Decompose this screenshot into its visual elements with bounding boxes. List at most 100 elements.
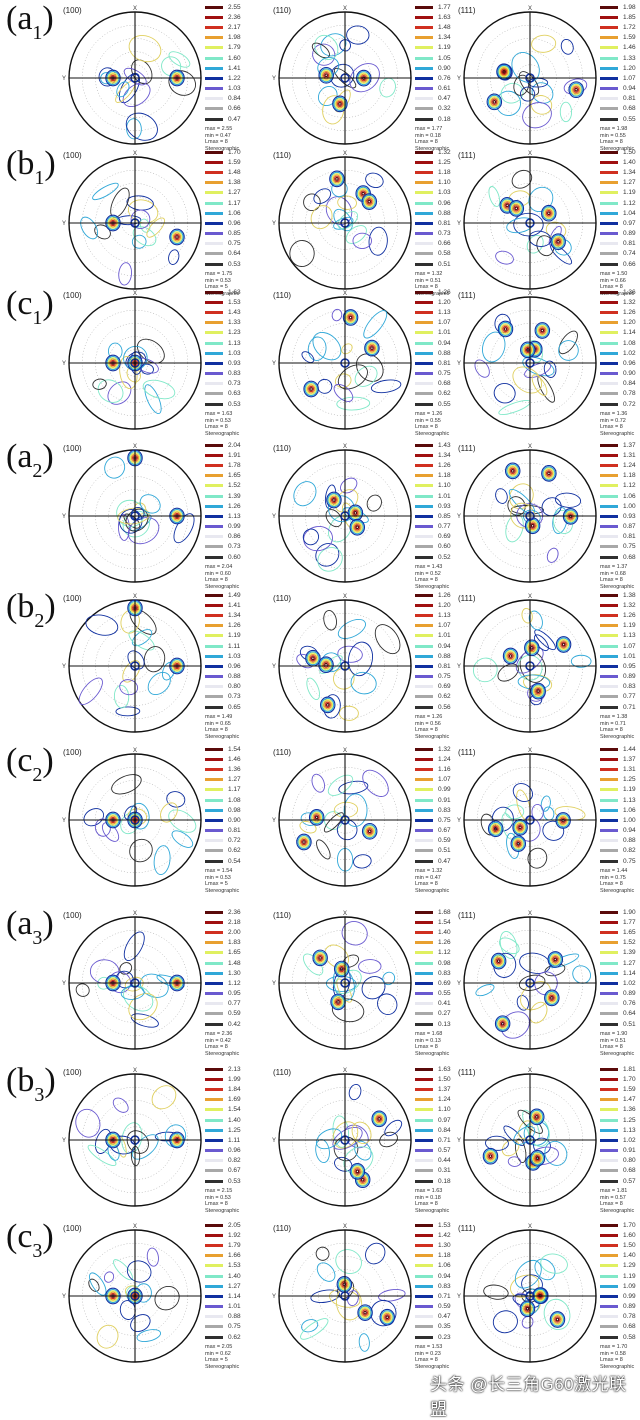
legend-swatch [205, 351, 223, 355]
legend-value: 0.83 [623, 683, 636, 691]
svg-text:X: X [343, 444, 347, 450]
legend-swatch [415, 160, 433, 164]
legend-value: 0.86 [228, 533, 241, 541]
legend-swatch [205, 484, 223, 488]
pole-figure-panel-110: X Y (110) 1.53 1.42 1.30 1.18 1.06 0.94 0.83 0.71 0… [265, 1218, 470, 1370]
legend-swatch [415, 1335, 433, 1339]
legend-item: 0.35 [415, 1322, 470, 1332]
legend-swatch [600, 1169, 618, 1173]
row-label: (a1) [6, 0, 54, 45]
svg-text:X: X [343, 748, 347, 754]
legend-swatch [205, 1233, 223, 1237]
legend-value: 0.69 [438, 533, 451, 541]
legend-item: 0.82 [600, 846, 640, 856]
legend-value: 0.81 [438, 359, 451, 367]
legend-swatch [205, 910, 223, 914]
legend-value: 0.74 [623, 250, 636, 258]
legend-value: 0.59 [228, 1010, 241, 1018]
legend-item: 1.03 [415, 188, 470, 198]
legend-swatch [205, 593, 223, 597]
legend-item: 0.83 [600, 682, 640, 692]
legend-value: 1.33 [623, 54, 636, 62]
legend-value: 1.50 [623, 148, 636, 156]
legend-value: 1.70 [623, 1075, 636, 1083]
legend-value: 1.25 [228, 1126, 241, 1134]
legend-item: 1.10 [415, 481, 470, 491]
legend-swatch [415, 504, 433, 508]
pole-figure-plot: X Y (111) [450, 907, 600, 1053]
legend-value: 0.67 [228, 1167, 241, 1175]
legend-value: 1.65 [228, 949, 241, 957]
legend-swatch [415, 372, 433, 376]
legend-item: 1.01 [205, 1302, 260, 1312]
legend-item: 1.83 [205, 938, 260, 948]
legend-item: 1.26 [415, 460, 470, 470]
row-label: (b3) [6, 1062, 56, 1107]
legend-value: 0.88 [228, 1313, 241, 1321]
legend-item: 0.69 [415, 682, 470, 692]
legend-item: 1.65 [600, 927, 640, 937]
legend-swatch [205, 634, 223, 638]
pole-figure-panel-100: X Y (100) 1.70 1.59 1.48 1.38 1.27 1.17 1.06 0.96 0… [55, 145, 260, 297]
legend-value: 1.50 [623, 1241, 636, 1249]
legend-swatch [205, 1002, 223, 1006]
legend-stats: max = 1.26 min = 0.55 Lmax = 8 Stereographi… [415, 411, 450, 437]
pole-figure-panel-110: X Y (110) 1.68 1.54 1.40 1.26 1.12 0.98 0.83 0.69 0… [265, 905, 470, 1057]
legend-value: 1.13 [228, 339, 241, 347]
legend-item: 1.59 [600, 33, 640, 43]
legend-swatch [600, 181, 618, 185]
legend-value: 1.30 [228, 969, 241, 977]
legend-item: 1.43 [415, 440, 470, 450]
legend-value: 0.53 [228, 400, 241, 408]
legend-item: 1.79 [205, 1240, 260, 1250]
legend-value: 1.17 [228, 786, 241, 794]
legend-swatch [205, 494, 223, 498]
legend-value: 0.83 [438, 806, 451, 814]
legend-item: 1.78 [205, 460, 260, 470]
legend-swatch [415, 961, 433, 965]
legend-swatch [415, 443, 433, 447]
legend-swatch [205, 392, 223, 396]
legend-value: 1.01 [438, 632, 451, 640]
legend-value: 0.56 [438, 703, 451, 711]
pole-figure-title: (110) [273, 444, 292, 453]
legend-item: 1.77 [600, 917, 640, 927]
legend-swatch [415, 971, 433, 975]
svg-text:X: X [133, 594, 137, 600]
legend-swatch [205, 675, 223, 679]
legend-swatch [600, 829, 618, 833]
legend-swatch [205, 603, 223, 607]
legend-item: 0.71 [415, 1135, 470, 1145]
legend-swatch [205, 56, 223, 60]
legend-item: 1.06 [205, 208, 260, 218]
pole-figure-panel-111: X Y (111) 1.38 1.32 1.26 1.19 1.13 1.07 1.01 0.95 0… [450, 588, 640, 740]
figure-row-a1: (a1) X Y (100) 2.55 2.36 2.17 1.98 1.79 1.60 1.41 1… [0, 0, 640, 152]
legend-item: 1.36 [205, 764, 260, 774]
legend-value: 0.80 [228, 683, 241, 691]
legend-swatch [415, 1274, 433, 1278]
legend-value: 1.10 [438, 179, 451, 187]
legend-item: 0.94 [415, 338, 470, 348]
legend-swatch [205, 504, 223, 508]
legend-value: 1.13 [438, 308, 451, 316]
legend-swatch [415, 992, 433, 996]
svg-text:Y: Y [62, 76, 66, 82]
pole-figure-title: (111) [458, 444, 476, 453]
legend-value: 0.23 [438, 1333, 451, 1341]
legend-swatch [415, 603, 433, 607]
legend-item: 1.34 [205, 610, 260, 620]
legend-item: 0.80 [600, 1156, 640, 1166]
pole-figure-title: (111) [458, 6, 476, 15]
legend-item: 0.44 [415, 1156, 470, 1166]
legend-swatch [415, 310, 433, 314]
legend-swatch [205, 160, 223, 164]
legend-value: 0.96 [228, 1147, 241, 1155]
legend-item: 0.68 [415, 379, 470, 389]
legend-value: 1.12 [438, 949, 451, 957]
legend-swatch [205, 798, 223, 802]
legend-item: 1.10 [415, 1105, 470, 1115]
legend-value: 1.14 [228, 1292, 241, 1300]
legend-value: 1.01 [438, 329, 451, 337]
contour-legend: 1.81 1.70 1.59 1.47 1.36 1.25 1.13 1.02 0.91 0.80… [600, 1064, 640, 1214]
legend-item: 0.67 [415, 826, 470, 836]
